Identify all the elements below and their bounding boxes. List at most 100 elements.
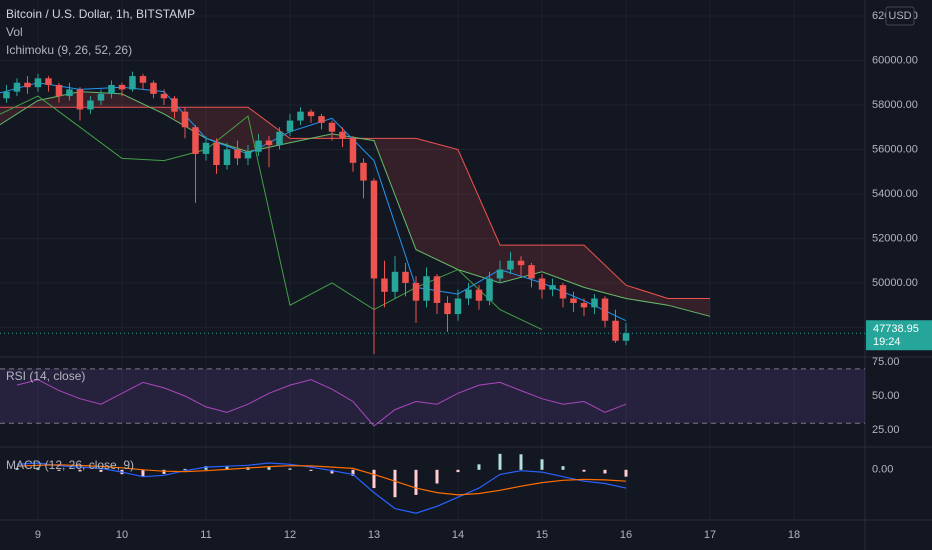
histogram-bar [267, 466, 271, 470]
histogram-bar [582, 469, 586, 472]
candle-body [549, 285, 556, 290]
histogram-bar [15, 467, 19, 470]
candle-body [87, 100, 94, 110]
candle-body [538, 278, 546, 290]
candle-body [391, 271, 399, 292]
candle-body [465, 289, 472, 299]
histogram-bar [498, 453, 502, 470]
macd-title: MACD (12, 26, close, 9) [6, 458, 134, 472]
indicator-label: Ichimoku (9, 26, 52, 26) [6, 43, 132, 57]
histogram-bar [624, 469, 628, 477]
histogram-bar [57, 469, 61, 471]
candle-body [423, 276, 430, 301]
macd-line [16, 464, 627, 496]
candle-body [381, 278, 388, 292]
macd-pane [15, 453, 628, 514]
histogram-bar [99, 469, 103, 472]
candle-body [328, 122, 336, 132]
histogram-bar [225, 466, 229, 470]
candle-body [265, 140, 273, 146]
candle-body [97, 93, 105, 101]
rsi-pane [0, 368, 865, 427]
currency-label: USD [888, 10, 911, 22]
histogram-bar [540, 459, 544, 470]
histogram-bar [603, 469, 607, 474]
candle-body [570, 298, 577, 303]
histogram-bar [351, 469, 355, 476]
candle-body [13, 82, 21, 92]
x-tick-label: 17 [704, 529, 716, 541]
y-tick-label: 54000.00 [872, 188, 918, 200]
candle-body [402, 271, 409, 283]
countdown-label: 19:24 [873, 336, 901, 348]
last-price-box [866, 320, 932, 351]
x-tick-label: 18 [788, 529, 800, 541]
histogram-bar [141, 469, 145, 477]
rsi-line [16, 379, 627, 427]
candle-body [433, 276, 441, 303]
candle-body [244, 151, 252, 159]
rsi-band [0, 368, 865, 424]
x-tick-label: 10 [116, 529, 128, 541]
candle-body [444, 302, 451, 315]
y-tick-label: 25.00 [872, 424, 900, 436]
candle-body [559, 285, 567, 299]
candle-body [622, 333, 630, 341]
indicator-label: Vol [6, 25, 23, 39]
y-tick-label: 50.00 [872, 390, 900, 402]
candle-body [591, 298, 598, 308]
candle-body [129, 76, 136, 90]
x-tick-label: 13 [368, 529, 380, 541]
candle-body [276, 131, 283, 146]
histogram-bar [330, 469, 334, 474]
candle-body [528, 265, 535, 279]
candle-body [517, 260, 525, 266]
candle-body [139, 76, 147, 83]
x-tick-label: 11 [200, 529, 211, 541]
y-tick-label: 50000.00 [872, 277, 918, 289]
histogram-bar [435, 469, 439, 484]
x-tick-label: 14 [452, 529, 464, 541]
candle-body [507, 260, 514, 270]
histogram-bar [204, 466, 208, 470]
x-tick-label: 16 [620, 529, 632, 541]
candle-body [612, 320, 619, 341]
y-tick-label: 60000.00 [872, 54, 918, 66]
candle-body [108, 84, 115, 94]
candle-body [45, 78, 52, 85]
histogram-bar [372, 469, 376, 489]
y-tick-label: 75.00 [872, 356, 900, 368]
candle-body [339, 131, 346, 139]
macd-line [16, 462, 627, 514]
candle-body [360, 162, 367, 181]
candle-body [318, 116, 325, 123]
histogram-bar [162, 469, 166, 474]
rsi-title: RSI (14, close) [6, 369, 85, 383]
currency-box [885, 6, 915, 26]
candle-body [297, 111, 304, 121]
axes: 48000.0050000.0052000.0054000.0056000.00… [35, 10, 918, 541]
histogram-bar [78, 469, 82, 472]
chart-title: Bitcoin / U.S. Dollar, 1h, BITSTAMP [6, 7, 195, 21]
price-pane [0, 71, 711, 355]
x-tick-label: 15 [536, 529, 548, 541]
candle-body [234, 149, 241, 159]
histogram-bar [519, 454, 523, 470]
y-tick-label: 0.00 [872, 464, 893, 476]
histogram-bar [456, 469, 460, 473]
candle-body [55, 84, 63, 97]
last-price-label: 47738.95 [873, 323, 919, 335]
cloud-fill [0, 91, 711, 317]
candle-body [34, 78, 42, 88]
histogram-bar [561, 466, 565, 470]
candle-body [486, 278, 493, 301]
candle-body [150, 82, 157, 94]
candle-body [192, 127, 199, 154]
candle-body [171, 98, 178, 112]
candle-body [286, 120, 294, 132]
y-tick-label: 52000.00 [872, 232, 918, 244]
histogram-bar [36, 467, 40, 470]
candle-body [76, 89, 84, 110]
